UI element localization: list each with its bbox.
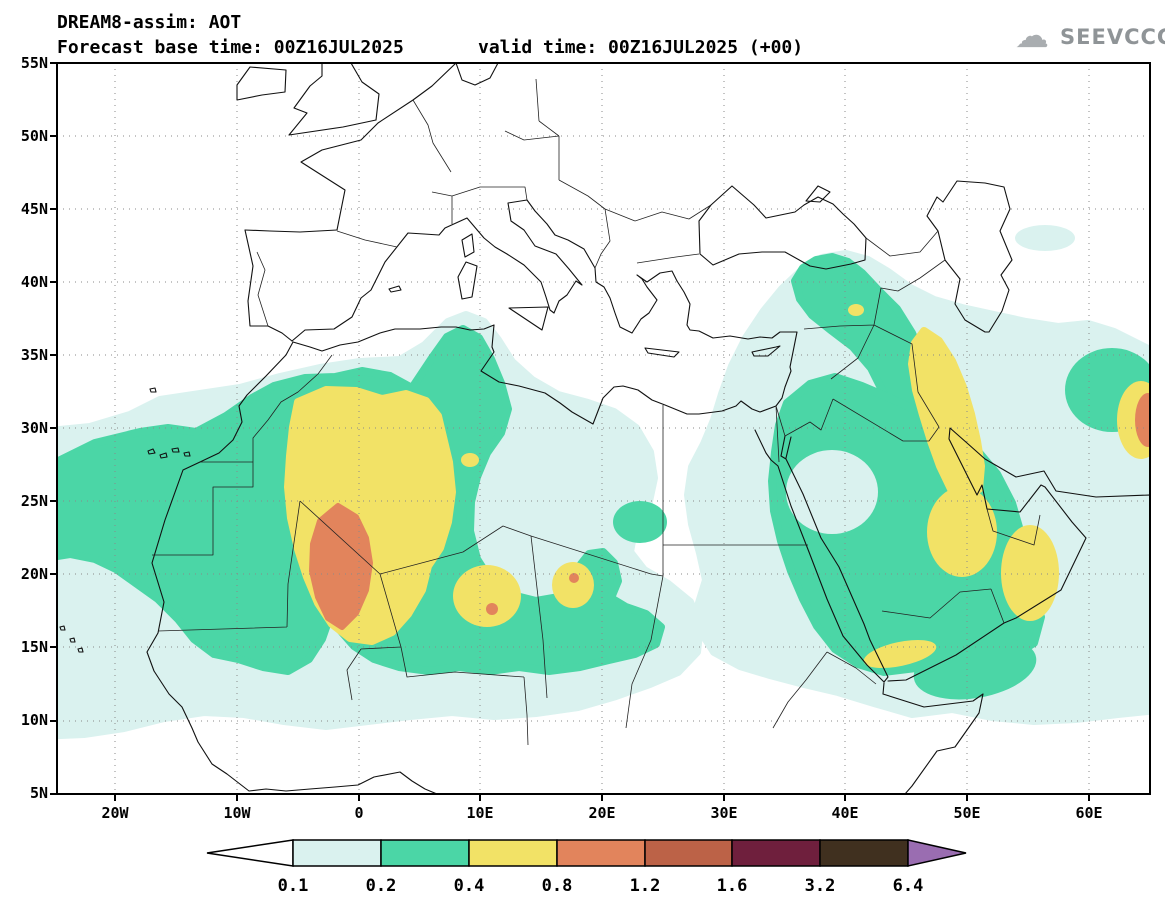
aot-fill-0p1-pockets (786, 450, 878, 534)
coast-black-sea (698, 185, 867, 270)
lat-tick-20n: 20N (21, 565, 48, 583)
coast-iberia (244, 229, 293, 342)
lon-tick-60e: 60E (1075, 804, 1102, 822)
coast-mediterranean-north (291, 199, 678, 342)
lon-tick-50e: 50E (953, 804, 980, 822)
colorbar-box-0p2-0p4 (380, 839, 470, 867)
coast-caspian-sea (926, 180, 1013, 333)
coastlines (59, 64, 1149, 793)
cbar-label-0p8: 0.8 (542, 876, 573, 896)
aot-0p2-horn-of-africa (913, 636, 1037, 700)
lat-tick-40n: 40N (21, 273, 48, 291)
valid-time-label: valid time: 00Z16JUL2025 (+00) (478, 37, 803, 58)
aot-0p4-oman (1001, 525, 1059, 621)
graticule (58, 64, 1149, 793)
coast-france-channel (300, 64, 456, 231)
map-content (58, 64, 1149, 793)
coast-islands (59, 233, 781, 653)
colorbar-below-min-arrow (206, 839, 294, 867)
lat-axis: 55N 50N 45N 40N 35N 30N 25N 20N 15N 10N … (21, 54, 48, 802)
cbar-label-3p2: 3.2 (805, 876, 836, 896)
coast-africa-atlantic (146, 341, 437, 793)
colorbar-box-0p4-0p8 (468, 839, 558, 867)
coast-red-sea (754, 429, 889, 683)
lon-tick-30e: 30E (710, 804, 737, 822)
lat-tick-50n: 50N (21, 127, 48, 145)
borders-europe (256, 78, 712, 327)
lon-tick-40e: 40E (831, 804, 858, 822)
aot-fill-0p8 (309, 393, 1149, 630)
borders-middle-east (775, 230, 1041, 624)
cbar-label-1p2: 1.2 (630, 876, 661, 896)
aot-0p4-small-spot-hoggar (461, 453, 479, 467)
cbar-label-0p1: 0.1 (278, 876, 309, 896)
coast-spain-north (244, 229, 338, 233)
lon-tick-10e: 10E (466, 804, 493, 822)
colorbar-box-0p1-0p2 (292, 839, 382, 867)
lon-tick-0: 0 (354, 804, 363, 822)
coast-england (288, 64, 380, 136)
seevccc-logo: SEEVCCC (1060, 25, 1165, 49)
aot-0p1-nsaudi-pocket (786, 450, 878, 534)
lat-tick-35n: 35N (21, 346, 48, 364)
axis-ticks (50, 62, 1090, 801)
aot-0p4-syria-dot (848, 304, 864, 316)
colorbar-labels: 0.1 0.2 0.4 0.8 1.2 1.6 3.2 6.4 (278, 876, 924, 896)
lon-tick-20w: 20W (101, 804, 129, 822)
lat-tick-30n: 30N (21, 419, 48, 437)
page-title: DREAM8-assim: AOT (57, 12, 241, 33)
aot-0p8-east-edge-core (1135, 393, 1149, 447)
borders-africa (152, 354, 877, 746)
lat-tick-10n: 10N (21, 711, 48, 729)
colorbar-box-3p2-6p4 (819, 839, 909, 867)
cbar-label-0p2: 0.2 (366, 876, 397, 896)
colorbar (206, 839, 967, 867)
forecast-base-time-label: Forecast base time: 00Z16JUL2025 (57, 37, 404, 58)
lat-tick-25n: 25N (21, 492, 48, 510)
lon-tick-10w: 10W (223, 804, 251, 822)
cloud-icon: ☁ (1015, 16, 1049, 56)
colorbar-box-1p6-3p2 (731, 839, 821, 867)
cbar-label-1p6: 1.6 (717, 876, 748, 896)
aot-0p4-air-ring (453, 565, 521, 627)
aot-0p8-chad-dot (569, 573, 579, 583)
coast-denmark (455, 64, 499, 86)
lon-axis: 20W 10W 0 10E 20E 30E 40E 50E 60E (101, 804, 1102, 822)
colorbar-box-0p8-1p2 (556, 839, 646, 867)
coast-arabia-gulf (887, 427, 1149, 682)
lat-tick-5n: 5N (30, 784, 48, 802)
lon-tick-20e: 20E (588, 804, 615, 822)
lat-tick-55n: 55N (21, 54, 48, 72)
coast-africa-mediterranean (292, 280, 798, 425)
aot-0p4-chad-ring (552, 562, 594, 608)
aot-0p8-air-dot (486, 603, 498, 615)
aot-0p1-caucasus-spot (1015, 225, 1075, 251)
aot-0p2-nw-sudan-spot (613, 501, 667, 543)
colorbar-box-1p2-1p6 (644, 839, 733, 867)
aot-0p4-persian-gulf (927, 487, 997, 577)
aot-0p4-yemen-coast (863, 639, 937, 669)
coast-ireland (236, 66, 287, 101)
coast-horn-of-africa (882, 682, 984, 793)
colorbar-above-max-arrow (907, 839, 967, 867)
aot-0p8-mali-core (309, 503, 373, 630)
country-borders (152, 78, 1041, 746)
lat-tick-45n: 45N (21, 200, 48, 218)
cbar-label-0p4: 0.4 (454, 876, 485, 896)
lat-tick-15n: 15N (21, 638, 48, 656)
cbar-label-6p4: 6.4 (893, 876, 924, 896)
